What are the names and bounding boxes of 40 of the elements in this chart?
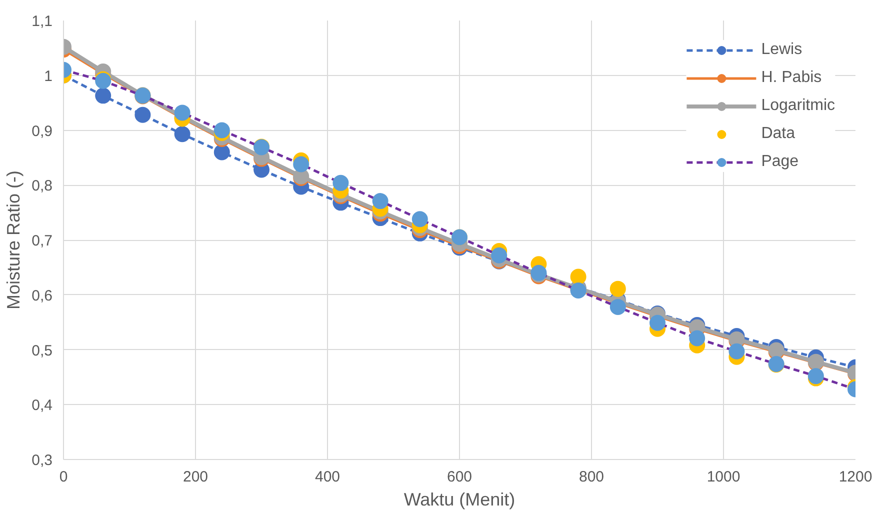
legend-label: Lewis — [761, 41, 802, 59]
x-tick-label: 200 — [182, 468, 208, 486]
point — [134, 106, 151, 123]
point — [412, 211, 428, 228]
point — [491, 247, 508, 264]
y-tick-label: 1 — [44, 68, 52, 85]
x-tick-label: 1200 — [838, 468, 872, 486]
point — [650, 314, 666, 331]
point — [214, 122, 230, 138]
point — [689, 330, 706, 346]
y-tick-label: 0,6 — [32, 287, 53, 304]
y-axis-title: Moisture Ratio (-) — [4, 170, 24, 310]
y-tick-label: 0,8 — [32, 178, 53, 195]
legend-label: H. Pabis — [761, 69, 822, 87]
point — [372, 193, 388, 210]
y-tick-label: 1,1 — [32, 13, 53, 30]
y-tick-label: 0,9 — [32, 122, 53, 140]
x-tick-label: 800 — [578, 468, 604, 486]
legend-label: Page — [761, 153, 799, 171]
point — [174, 126, 190, 142]
point — [214, 144, 230, 160]
point — [174, 104, 190, 121]
x-tick-label: 600 — [446, 468, 472, 486]
point — [728, 343, 745, 360]
point — [293, 156, 310, 172]
x-axis-title: Waktu (Menit) — [404, 490, 516, 510]
y-tick-label: 0,5 — [32, 342, 53, 360]
point — [570, 268, 586, 285]
x-tick-label: 400 — [314, 468, 340, 486]
x-tick-label: 0 — [59, 468, 68, 486]
legend-label: Data — [761, 125, 795, 143]
y-tick-label: 0,4 — [32, 397, 53, 414]
point — [610, 298, 626, 315]
y-tick-label: 0,3 — [32, 452, 53, 469]
y-tick-label: 0,7 — [32, 232, 53, 250]
point — [610, 280, 626, 297]
point — [332, 174, 349, 191]
point — [95, 88, 112, 104]
x-tick-label: 1000 — [706, 468, 740, 486]
legend-label: Logaritmic — [761, 97, 835, 115]
